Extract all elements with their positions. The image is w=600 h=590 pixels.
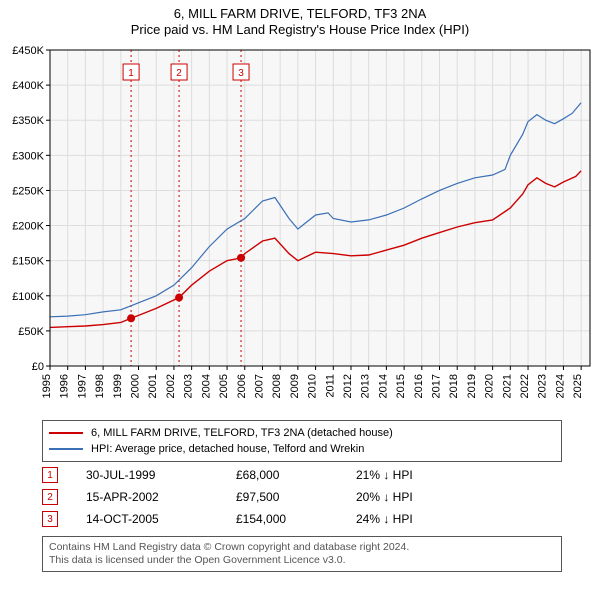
svg-text:2017: 2017 — [431, 374, 443, 398]
svg-text:2016: 2016 — [413, 374, 425, 398]
svg-text:1997: 1997 — [76, 374, 88, 398]
footer-line1: Contains HM Land Registry data © Crown c… — [49, 541, 555, 554]
svg-text:2020: 2020 — [484, 374, 496, 398]
svg-text:2011: 2011 — [324, 374, 336, 398]
attribution-footer: Contains HM Land Registry data © Crown c… — [42, 536, 562, 572]
footer-line2: This data is licensed under the Open Gov… — [49, 554, 555, 567]
sale-row-3: 3 14-OCT-2005 £154,000 24% ↓ HPI — [42, 508, 562, 530]
svg-text:2010: 2010 — [307, 374, 319, 398]
svg-text:2007: 2007 — [253, 374, 265, 398]
svg-text:£250K: £250K — [12, 185, 44, 197]
svg-text:1996: 1996 — [59, 374, 71, 398]
svg-text:1995: 1995 — [41, 374, 53, 398]
sale-date-3: 14-OCT-2005 — [86, 512, 236, 526]
sale-row-2: 2 15-APR-2002 £97,500 20% ↓ HPI — [42, 486, 562, 508]
svg-text:2012: 2012 — [342, 374, 354, 398]
sale-delta-1: 21% ↓ HPI — [356, 468, 476, 482]
figure-container: 6, MILL FARM DRIVE, TELFORD, TF3 2NA Pri… — [0, 0, 600, 590]
svg-text:2019: 2019 — [466, 374, 478, 398]
legend-swatch-hpi — [49, 448, 83, 450]
svg-text:£400K: £400K — [12, 80, 44, 92]
svg-text:£50K: £50K — [18, 326, 44, 338]
svg-text:1998: 1998 — [94, 374, 106, 398]
svg-text:2014: 2014 — [377, 374, 389, 398]
svg-text:2000: 2000 — [130, 374, 142, 398]
svg-text:2001: 2001 — [147, 374, 159, 398]
svg-text:2: 2 — [176, 68, 182, 79]
svg-text:2002: 2002 — [165, 374, 177, 398]
svg-text:2005: 2005 — [218, 374, 230, 398]
legend: 6, MILL FARM DRIVE, TELFORD, TF3 2NA (de… — [42, 420, 562, 462]
sale-marker-2: 2 — [42, 489, 58, 505]
legend-swatch-property — [49, 432, 83, 434]
svg-text:2021: 2021 — [501, 374, 513, 398]
svg-text:2009: 2009 — [289, 374, 301, 398]
svg-text:2025: 2025 — [572, 374, 584, 398]
price-chart: £0 £50K £100K £150K £200K £250K £300K £350K £400… — [0, 44, 600, 414]
svg-text:£300K: £300K — [12, 150, 44, 162]
svg-text:1: 1 — [128, 68, 134, 79]
chart-title: 6, MILL FARM DRIVE, TELFORD, TF3 2NA — [0, 0, 600, 22]
chart-subtitle: Price paid vs. HM Land Registry's House … — [0, 22, 600, 41]
svg-text:2022: 2022 — [519, 374, 531, 398]
svg-text:£0: £0 — [32, 361, 44, 373]
svg-text:1999: 1999 — [112, 374, 124, 398]
legend-label-property: 6, MILL FARM DRIVE, TELFORD, TF3 2NA (de… — [91, 427, 393, 439]
svg-text:2008: 2008 — [271, 374, 283, 398]
svg-text:£100K: £100K — [12, 291, 44, 303]
sales-table: 1 30-JUL-1999 £68,000 21% ↓ HPI 2 15-APR… — [42, 464, 562, 530]
sale-marker-1: 1 — [42, 467, 58, 483]
legend-item-hpi: HPI: Average price, detached house, Telf… — [49, 441, 555, 457]
legend-item-property: 6, MILL FARM DRIVE, TELFORD, TF3 2NA (de… — [49, 425, 555, 441]
svg-text:2018: 2018 — [448, 374, 460, 398]
svg-text:2003: 2003 — [183, 374, 195, 398]
svg-text:2015: 2015 — [395, 374, 407, 398]
sale-delta-2: 20% ↓ HPI — [356, 490, 476, 504]
sale-delta-3: 24% ↓ HPI — [356, 512, 476, 526]
svg-text:£350K: £350K — [12, 115, 44, 127]
legend-label-hpi: HPI: Average price, detached house, Telf… — [91, 443, 364, 455]
svg-text:£450K: £450K — [12, 45, 44, 57]
svg-text:2006: 2006 — [236, 374, 248, 398]
chart-area: £0 £50K £100K £150K £200K £250K £300K £350K £400… — [0, 44, 600, 414]
svg-text:2013: 2013 — [360, 374, 372, 398]
svg-text:2004: 2004 — [200, 374, 212, 398]
sale-price-3: £154,000 — [236, 512, 356, 526]
sale-date-1: 30-JUL-1999 — [86, 468, 236, 482]
svg-text:2023: 2023 — [537, 374, 549, 398]
sale-price-1: £68,000 — [236, 468, 356, 482]
svg-text:£200K: £200K — [12, 221, 44, 233]
sale-row-1: 1 30-JUL-1999 £68,000 21% ↓ HPI — [42, 464, 562, 486]
sale-date-2: 15-APR-2002 — [86, 490, 236, 504]
sale-marker-3: 3 — [42, 511, 58, 527]
svg-text:2024: 2024 — [554, 374, 566, 398]
svg-text:3: 3 — [238, 68, 244, 79]
svg-text:£150K: £150K — [12, 256, 44, 268]
sale-price-2: £97,500 — [236, 490, 356, 504]
